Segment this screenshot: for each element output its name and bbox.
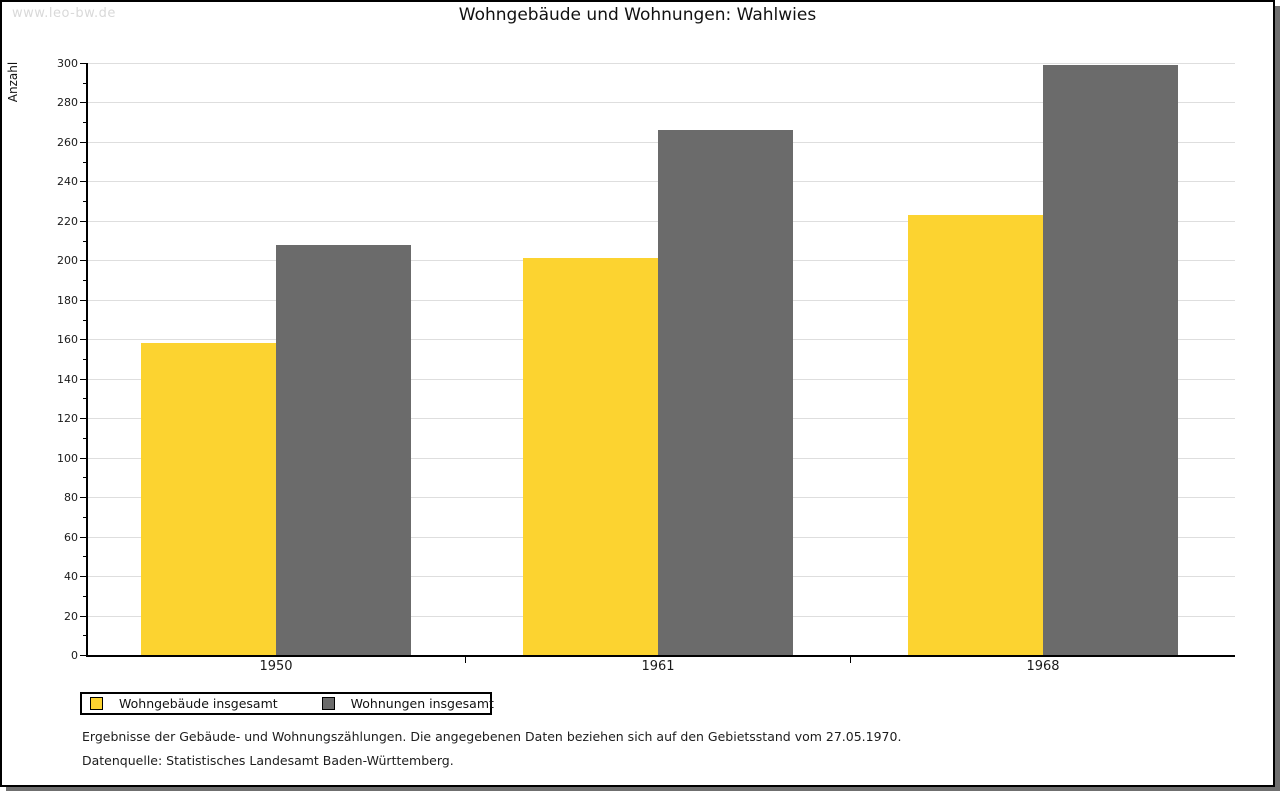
y-tick-label-200: 200 [57,254,78,267]
bar-1968-series1 [908,215,1043,655]
y-tick-40 [80,576,86,577]
y-tick-0 [80,655,86,656]
bar-1950-series2 [276,245,411,655]
legend-swatch-icon [321,697,335,710]
x-tick-label-1961: 1961 [641,659,675,674]
legend-label: Wohnungen insgesamt [350,696,494,711]
y-minor-tick-110 [83,438,86,439]
bar-1961-series2 [658,130,793,655]
x-boundary-tick-1 [465,657,466,663]
chart-title: Wohngebäude und Wohnungen: Wahlwies [458,5,817,25]
legend-swatch-icon [90,697,103,710]
legend-label: Wohngebäude insgesamt [119,696,278,711]
y-minor-tick-130 [83,398,86,399]
y-tick-120 [80,418,86,419]
y-tick-label-220: 220 [57,215,78,228]
y-tick-300 [80,63,86,64]
y-tick-label-0: 0 [71,649,78,662]
bar-1950-series1 [141,343,276,655]
footnote-datenquelle: Datenquelle: Statistisches Landesamt Bad… [82,753,454,768]
y-tick-label-280: 280 [57,96,78,109]
gridline-300 [87,63,1235,64]
y-tick-label-20: 20 [64,610,78,623]
y-minor-tick-250 [83,162,86,163]
y-tick-240 [80,181,86,182]
bar-1968-series2 [1043,65,1178,655]
y-tick-180 [80,300,86,301]
watermark: www.leo-bw.de [12,6,116,21]
y-minor-tick-270 [83,122,86,123]
y-tick-160 [80,339,86,340]
footnote-gebietsstand: Ergebnisse der Gebäude- und Wohnungszähl… [82,729,902,744]
y-tick-label-260: 260 [57,136,78,149]
y-minor-tick-290 [83,83,86,84]
y-minor-tick-50 [83,556,86,557]
legend-item-2: Wohnungen insgesamt [321,696,494,711]
y-tick-label-40: 40 [64,570,78,583]
y-tick-label-300: 300 [57,57,78,70]
x-tick-label-1968: 1968 [1026,659,1060,674]
y-tick-280 [80,102,86,103]
y-tick-label-180: 180 [57,294,78,307]
y-tick-260 [80,142,86,143]
y-tick-label-240: 240 [57,175,78,188]
y-tick-80 [80,497,86,498]
y-tick-label-140: 140 [57,373,78,386]
y-minor-tick-10 [83,635,86,636]
y-minor-tick-190 [83,280,86,281]
y-tick-label-120: 120 [57,412,78,425]
y-minor-tick-150 [83,359,86,360]
x-axis-line [86,655,1235,657]
y-tick-label-160: 160 [57,333,78,346]
y-minor-tick-70 [83,517,86,518]
y-tick-60 [80,537,86,538]
y-minor-tick-90 [83,477,86,478]
legend: Wohngebäude insgesamt Wohnungen insgesamt [80,692,494,715]
y-tick-220 [80,221,86,222]
y-minor-tick-30 [83,596,86,597]
y-minor-tick-210 [83,241,86,242]
y-tick-100 [80,458,86,459]
y-tick-label-60: 60 [64,531,78,544]
y-tick-200 [80,260,86,261]
bar-1961-series1 [523,258,658,655]
y-tick-label-80: 80 [64,491,78,504]
gridline-280 [87,102,1235,103]
y-minor-tick-170 [83,320,86,321]
y-tick-140 [80,379,86,380]
legend-item-1: Wohngebäude insgesamt [90,696,278,711]
y-axis-line [86,63,88,655]
y-minor-tick-230 [83,201,86,202]
y-tick-20 [80,616,86,617]
y-tick-label-100: 100 [57,452,78,465]
x-tick-label-1950: 1950 [259,659,293,674]
x-boundary-tick-2 [850,657,851,663]
